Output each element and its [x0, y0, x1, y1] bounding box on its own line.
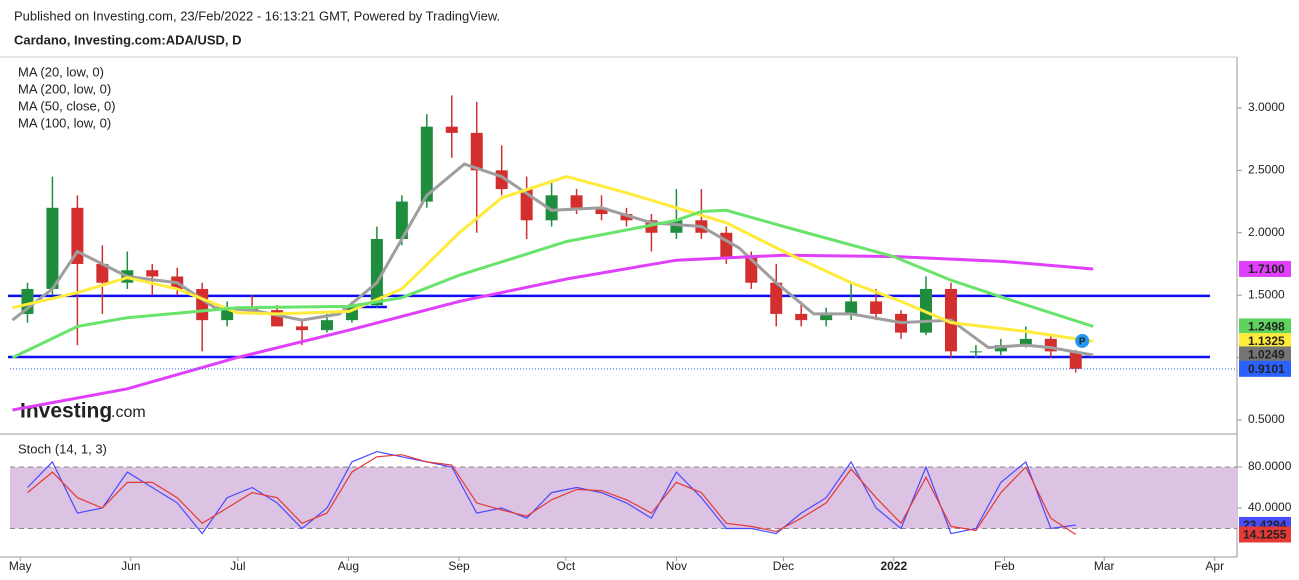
x-tick-label: Nov [666, 559, 687, 573]
candle-body [595, 207, 608, 215]
candle-body [620, 214, 633, 221]
y-tick-label: 2.0000 [1248, 225, 1285, 239]
indicator-title: Stoch (14, 1, 3) [18, 441, 107, 456]
stoch-line [27, 450, 1076, 535]
candle-body [196, 288, 209, 321]
y-tick-label: 40.0000 [1248, 500, 1292, 514]
y-tick-label: 3.0000 [1248, 100, 1285, 114]
candle-body [1019, 338, 1032, 346]
candle-body [545, 195, 558, 221]
moving-average [11, 162, 1094, 357]
stoch-line [27, 454, 1077, 536]
price-tag-label: 1.7100 [1248, 262, 1285, 276]
candle-body [570, 195, 583, 208]
moving-average [12, 175, 1094, 343]
y-tick-label: 1.5000 [1248, 287, 1285, 301]
candle-body [395, 201, 408, 240]
watermark-suffix: .com [111, 404, 146, 421]
x-tick-label: Apr [1205, 559, 1224, 573]
candle-body [795, 313, 808, 321]
x-tick-label: Sep [448, 559, 470, 573]
symbol-title: Cardano, Investing.com:ADA/USD, D [14, 32, 242, 47]
candle-body [146, 270, 159, 277]
candle-body [71, 207, 84, 264]
candle-body [470, 132, 483, 171]
candle-body [870, 301, 883, 314]
price-tag [1239, 333, 1291, 350]
x-tick-label: May [9, 559, 32, 573]
marker-badge [1075, 333, 1090, 348]
price-tag [1239, 260, 1291, 277]
candle-body [96, 263, 109, 283]
y-tick-label: 2.5000 [1248, 163, 1285, 177]
candle-body [770, 282, 783, 314]
price-tag-label: 1.1325 [1248, 334, 1285, 348]
price-tag-label: 1.2498 [1248, 320, 1285, 334]
moving-average [12, 253, 1094, 412]
candle-body [370, 239, 383, 306]
candle-body [1069, 351, 1082, 369]
candle-body [320, 320, 333, 331]
legend-entry: MA (200, low, 0) [18, 81, 111, 96]
published-note: Published on Investing.com, 23/Feb/2022 … [14, 8, 500, 23]
candle-body [820, 313, 833, 321]
price-tag [1239, 346, 1291, 363]
price-tag-label: 0.9101 [1248, 362, 1285, 376]
candle-body [969, 351, 982, 353]
x-tick-label: Jul [230, 559, 245, 573]
legend-entry: MA (20, low, 0) [18, 64, 104, 79]
candle-body [296, 326, 309, 331]
price-tag [1239, 360, 1291, 377]
x-tick-label: Mar [1094, 559, 1115, 573]
moving-average [11, 208, 1094, 359]
x-tick-label: Aug [338, 559, 359, 573]
candle-body [445, 126, 458, 133]
stoch-tag [1239, 526, 1291, 543]
y-tick-label: 80.0000 [1248, 459, 1292, 473]
candle-body [720, 232, 733, 258]
legend-entry: MA (100, low, 0) [18, 115, 111, 130]
stoch-tag-label: 14.1255 [1243, 528, 1287, 542]
candle-body [46, 207, 59, 289]
x-tick-label: Jun [121, 559, 140, 573]
candle-body [420, 126, 433, 202]
x-tick-label: Dec [773, 559, 794, 573]
x-tick-label: 2022 [880, 559, 907, 573]
x-tick-label: Oct [557, 559, 576, 573]
x-tick-label: Feb [994, 559, 1015, 573]
marker-label: P [1079, 337, 1086, 348]
watermark-brand: Investing [20, 400, 112, 423]
candle-body [845, 301, 858, 314]
price-tag-label: 1.0249 [1248, 348, 1285, 362]
y-tick-label: 0.5000 [1248, 412, 1285, 426]
stoch-band [10, 467, 1237, 529]
legend-entry: MA (50, close, 0) [18, 98, 116, 113]
price-tag [1239, 318, 1291, 335]
